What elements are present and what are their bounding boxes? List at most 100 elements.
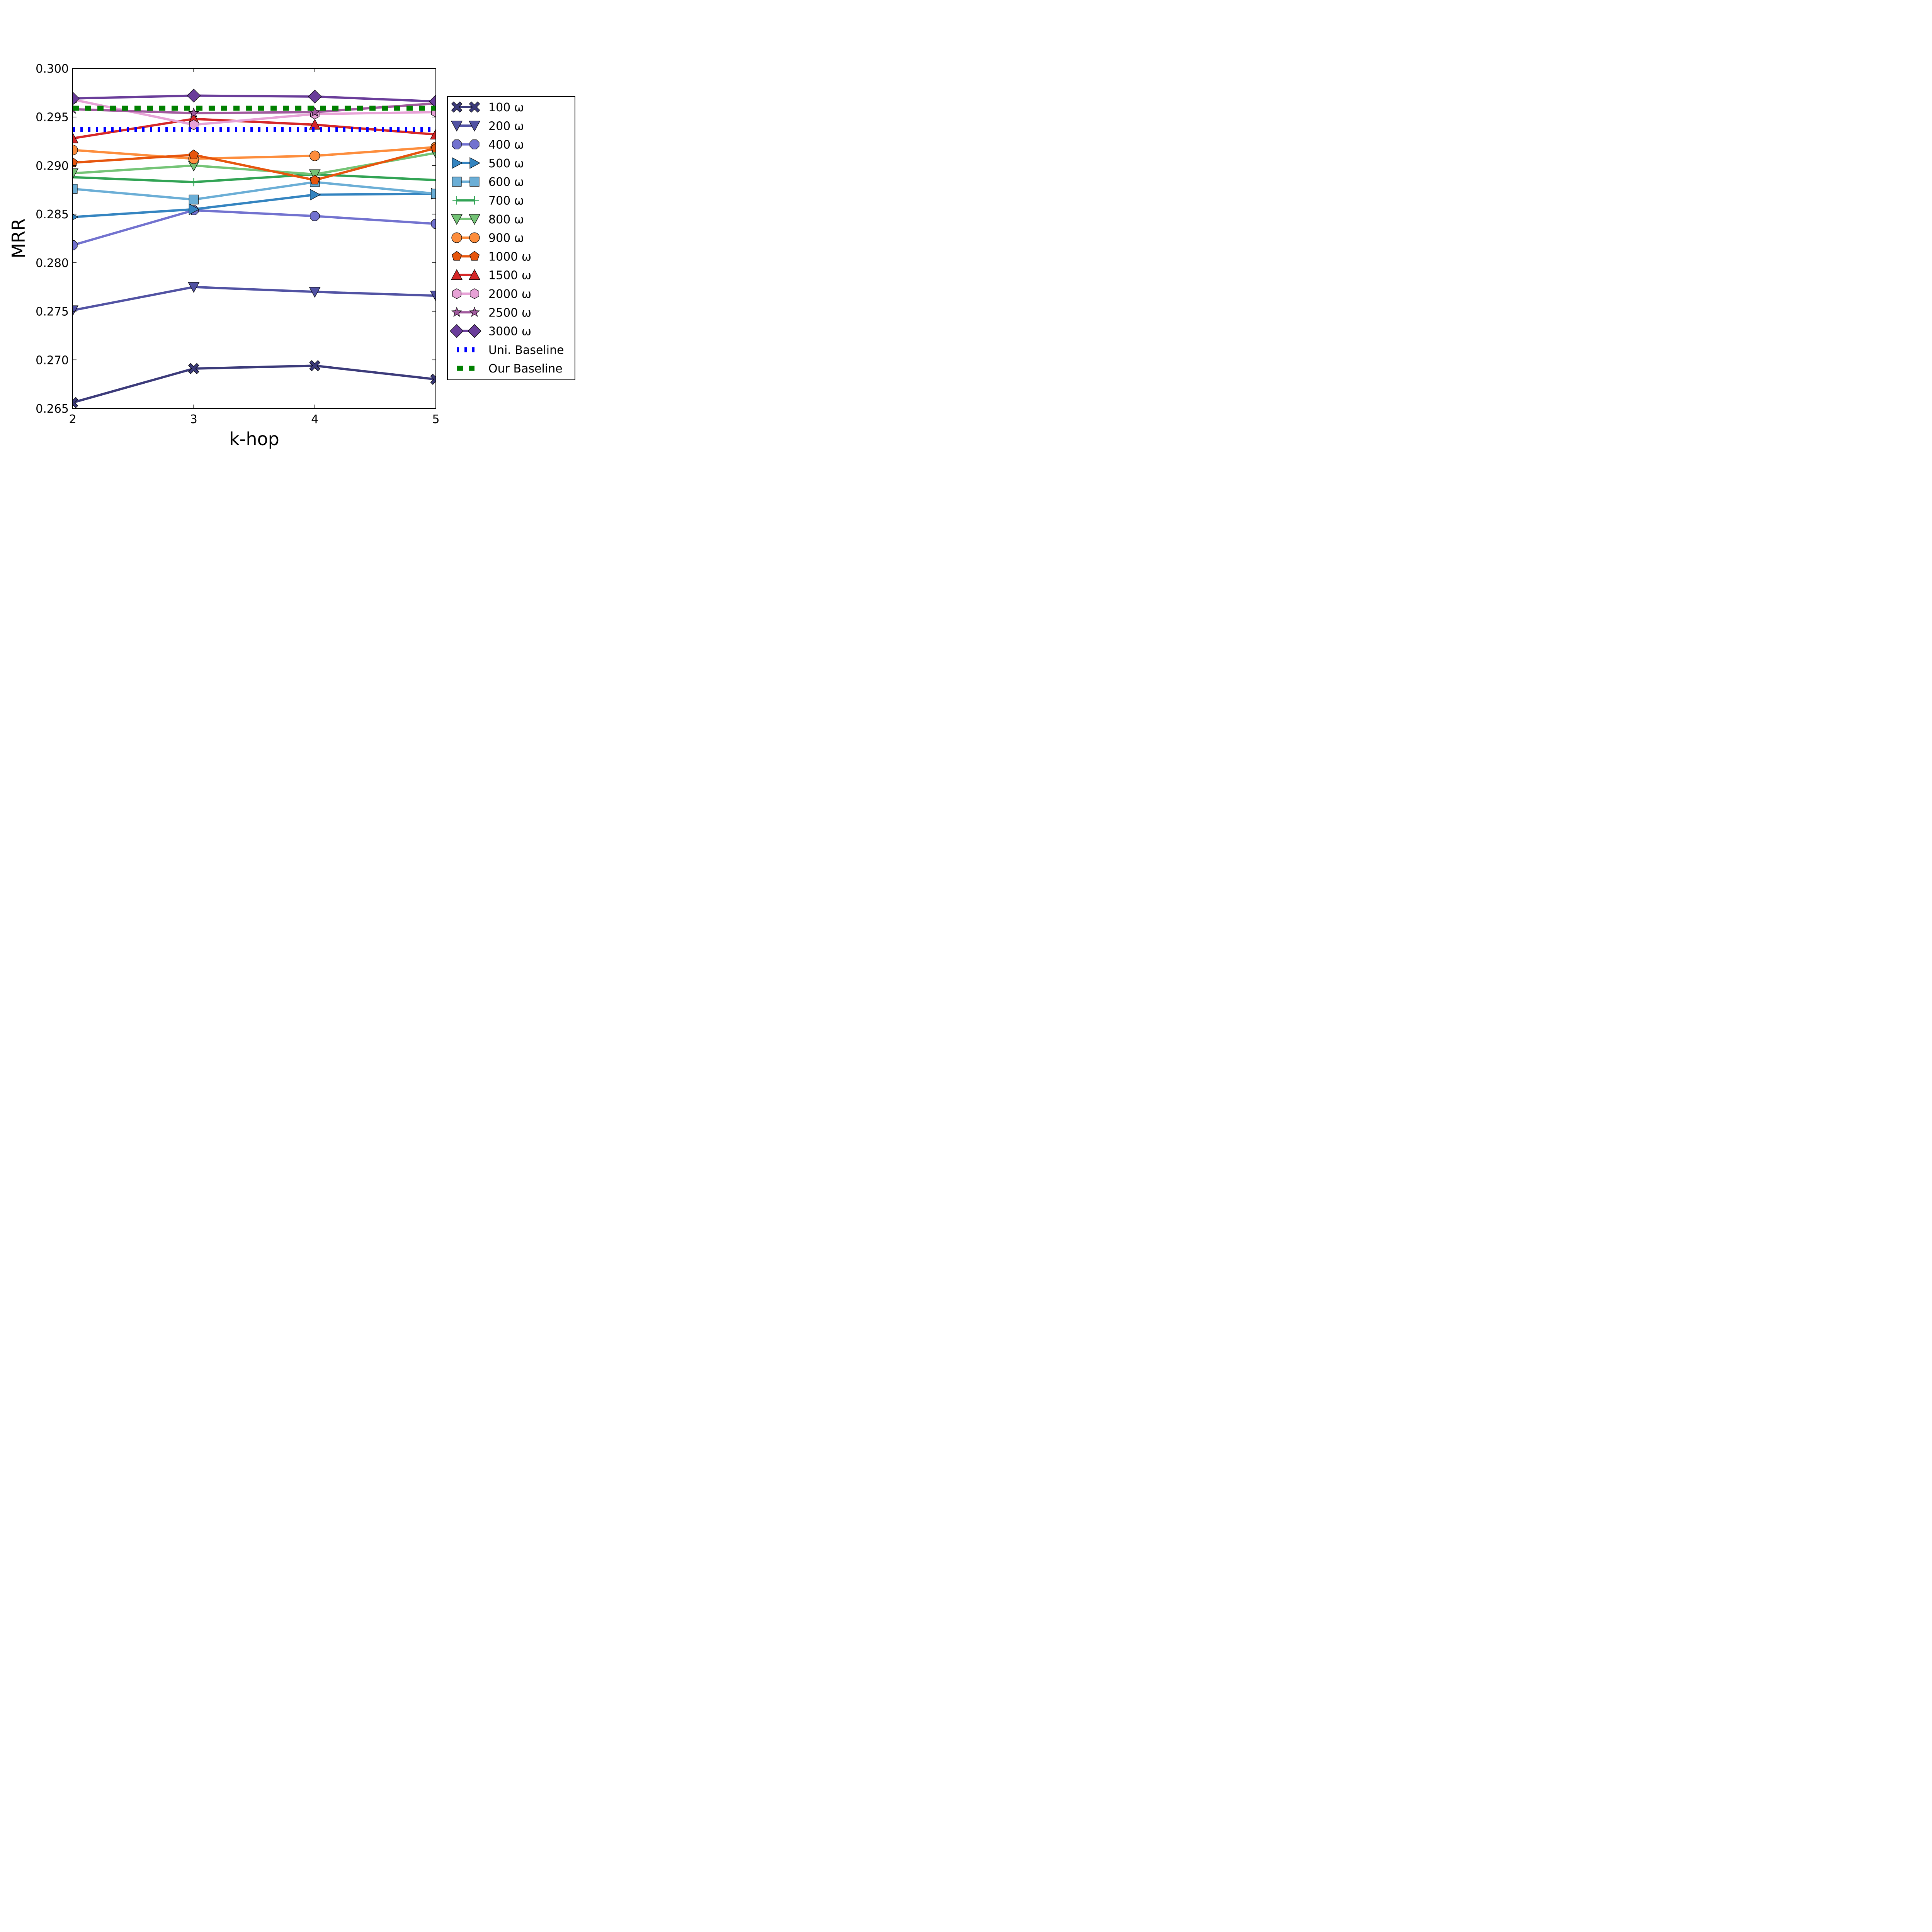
- series-200: [73, 282, 436, 316]
- series-1500: [73, 113, 436, 143]
- data-point-900-3: [310, 150, 320, 161]
- data-point-100-4: [430, 374, 436, 385]
- legend-label-2500: 2500 ω: [488, 306, 531, 320]
- legend-marker-500: [469, 157, 481, 169]
- x-tick-label: 4: [311, 413, 318, 426]
- legend-entry-3000: 3000 ω: [450, 324, 531, 338]
- legend-marker-700: [452, 196, 461, 205]
- data-point-600-1: [73, 184, 78, 194]
- legend-label-our-baseline: Our Baseline: [488, 362, 563, 376]
- data-point-1500-3: [309, 119, 321, 130]
- legend-label-700: 700 ω: [488, 194, 524, 208]
- series-400: [73, 205, 436, 250]
- data-point-100-3: [309, 360, 321, 371]
- legend-marker-500: [452, 157, 463, 169]
- legend-marker-600: [452, 177, 462, 187]
- legend-marker-2000: [470, 288, 479, 299]
- y-tick-label: 0.290: [36, 159, 69, 173]
- y-tick-label: 0.265: [36, 402, 69, 416]
- data-point-200-1: [73, 305, 79, 316]
- legend-entry-2000: 2000 ω: [452, 287, 531, 301]
- data-point-700-1: [73, 173, 77, 182]
- legend-label-uni-baseline: Uni. Baseline: [488, 344, 564, 357]
- legend-entry-uni-baseline: Uni. Baseline: [457, 344, 564, 357]
- data-point-1500-4: [430, 128, 436, 139]
- legend-entry-600: 600 ω: [452, 175, 524, 189]
- data-point-600-2: [189, 194, 199, 205]
- series-line-600: [73, 181, 436, 201]
- data-point-600-4: [431, 189, 436, 199]
- legend-marker-3000: [468, 324, 481, 338]
- legend-marker-2000: [452, 288, 461, 299]
- series-line-1000: [73, 147, 436, 182]
- series-100: [73, 360, 436, 408]
- legend-entries: 100 ω 200 ω 400 ω 500 ω 600 ω 700 ω 800 ω 900 ω…: [450, 101, 564, 376]
- legend-marker-100: [469, 101, 480, 113]
- data-point-100-1: [73, 397, 78, 408]
- series-600: [73, 177, 436, 205]
- data-point-800-3: [309, 169, 321, 180]
- axis-ticks: 2 3 4 5 0.265 0.270 0.275 0.280 0.285 0.290 0.295 0…: [36, 62, 439, 426]
- series-line-500: [73, 192, 436, 218]
- legend-entry-our-baseline: Our Baseline: [457, 362, 563, 376]
- legend-label-900: 900 ω: [488, 231, 524, 245]
- legend-entry-800: 800 ω: [451, 213, 524, 226]
- data-point-3000-4: [429, 94, 436, 109]
- legend-marker-1000: [469, 251, 480, 261]
- data-point-3000-1: [73, 92, 80, 105]
- series-line-400: [73, 209, 436, 247]
- legend-entry-900: 900 ω: [451, 231, 524, 245]
- data-point-1000-3: [310, 175, 320, 185]
- legend-marker-400: [469, 139, 480, 150]
- mrr-khop-chart: 2 3 4 5 0.265 0.270 0.275 0.280 0.285 0.290 0.295 0…: [8, 62, 575, 449]
- series-line-900: [73, 146, 436, 160]
- legend-marker-400: [452, 139, 462, 150]
- legend-marker-1000: [451, 251, 462, 261]
- x-tick-label: 2: [69, 413, 76, 426]
- y-axis-label: MRR: [8, 218, 29, 259]
- legend-label-2000: 2000 ω: [488, 287, 531, 301]
- series-3000: [73, 88, 436, 109]
- legend-marker-800: [468, 214, 481, 225]
- legend-entry-1500: 1500 ω: [451, 269, 531, 282]
- plot-frame: [72, 68, 436, 409]
- data-point-3000-3: [308, 90, 322, 104]
- legend-marker-700: [470, 196, 479, 205]
- legend-label-600: 600 ω: [488, 175, 524, 189]
- data-point-1000-2: [189, 150, 199, 159]
- data-point-200-2: [188, 282, 200, 293]
- data-point-100-2: [188, 363, 199, 374]
- legend-entry-500: 500 ω: [452, 157, 524, 170]
- legend-label-800: 800 ω: [488, 213, 524, 226]
- data-point-900-1: [73, 145, 78, 155]
- legend-entry-1000: 1000 ω: [451, 250, 531, 264]
- legend-marker-200: [451, 121, 463, 132]
- y-tick-label: 0.270: [36, 354, 69, 367]
- data-point-2000-2: [189, 119, 199, 130]
- data-point-400-4: [431, 219, 436, 229]
- series-line-100: [73, 364, 436, 404]
- legend-marker-2500: [469, 306, 480, 317]
- legend-entry-400: 400 ω: [452, 138, 524, 152]
- data-point-800-1: [73, 168, 79, 179]
- series-700: [73, 170, 436, 187]
- y-tick-label: 0.300: [36, 62, 69, 76]
- legend: 100 ω 200 ω 400 ω 500 ω 600 ω 700 ω 800 ω 900 ω…: [447, 96, 575, 380]
- series-line-200: [73, 286, 436, 312]
- legend-marker-900: [469, 232, 480, 243]
- series-line-700: [73, 173, 436, 184]
- legend-marker-1500: [468, 269, 481, 280]
- y-tick-label: 0.280: [36, 257, 69, 270]
- legend-label-3000: 3000 ω: [488, 325, 531, 338]
- data-point-700-4: [432, 176, 436, 185]
- legend-marker-100: [451, 101, 463, 113]
- y-tick-label: 0.275: [36, 305, 69, 319]
- data-point-1000-4: [430, 143, 436, 153]
- y-tick-label: 0.295: [36, 111, 69, 124]
- series-1000: [73, 143, 436, 185]
- data-point-200-3: [309, 287, 321, 298]
- data-point-1500-1: [73, 132, 79, 143]
- data-point-700-2: [189, 178, 198, 187]
- legend-label-400: 400 ω: [488, 138, 524, 152]
- legend-marker-1500: [451, 269, 463, 280]
